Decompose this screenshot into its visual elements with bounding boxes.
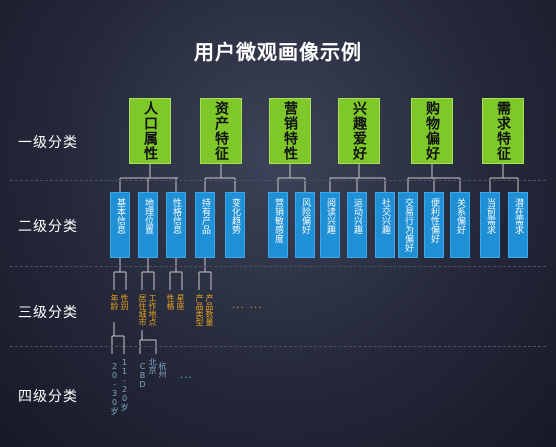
level2-box-held-products: 持有产品 <box>195 192 215 258</box>
level1-label: 一级分类 <box>18 135 78 151</box>
level2-box-potential-needs: 潜在需求 <box>508 192 528 258</box>
level4-item: 11-20岁 <box>120 358 129 411</box>
level2-box-trend: 变化趋势 <box>225 192 245 258</box>
separator-line <box>10 180 546 181</box>
level1-box-needs: 需求特征 <box>482 98 524 164</box>
level3-item: 工作地点 <box>148 294 157 326</box>
level4-more-dots: ... <box>180 370 193 381</box>
level4-item: CBD <box>138 362 147 389</box>
level4-item: 杭州 <box>158 362 167 378</box>
level2-label: 二级分类 <box>18 219 78 235</box>
level2-box-current-needs: 当前需求 <box>480 192 500 258</box>
level2-box-reading: 阅读兴趣 <box>320 192 340 258</box>
level3-more-dots: ... <box>250 300 263 311</box>
level2-box-risk-preference: 风险偏好 <box>295 192 315 258</box>
level3-item: 性格 <box>166 294 175 310</box>
level1-box-shopping: 购物偏好 <box>411 98 453 164</box>
level4-label: 四级分类 <box>18 389 78 405</box>
level3-item: 年龄 <box>110 294 119 310</box>
level2-box-convenience: 便利性偏好 <box>424 192 444 258</box>
level3-more-dots: ... <box>232 300 245 311</box>
level3-label: 三级分类 <box>18 305 78 321</box>
diagram-title: 用户微观画像示例 <box>194 40 362 64</box>
level2-box-location: 地理位置 <box>138 192 158 258</box>
level1-box-marketing: 营销特性 <box>269 98 311 164</box>
separator-line <box>10 266 546 267</box>
level2-box-sports: 运动兴趣 <box>347 192 367 258</box>
level2-box-marketing-sensitivity: 营销敏感度 <box>268 192 288 258</box>
level1-box-demographics: 人口属性 <box>129 98 171 164</box>
level3-item: 星座 <box>176 294 185 310</box>
level2-box-relationship: 关系偏好 <box>450 192 470 258</box>
level3-item: 性别 <box>120 294 129 310</box>
level2-box-personality: 性格信息 <box>166 192 186 258</box>
level3-item: 产品数量 <box>205 294 214 326</box>
level3-item: 居住城市 <box>138 294 147 326</box>
level1-box-assets: 资产特征 <box>200 98 242 164</box>
level2-box-trading-behavior: 交易行为偏好 <box>398 192 418 258</box>
level4-item: 20-30岁 <box>110 362 119 415</box>
level1-box-interests: 兴趣爱好 <box>338 98 380 164</box>
level2-box-basic-info: 基本信息 <box>110 192 130 258</box>
level4-item: 北京 <box>148 358 157 374</box>
level2-box-social: 社交兴趣 <box>375 192 395 258</box>
level3-item: 产品类型 <box>195 294 204 326</box>
separator-line <box>10 346 546 347</box>
